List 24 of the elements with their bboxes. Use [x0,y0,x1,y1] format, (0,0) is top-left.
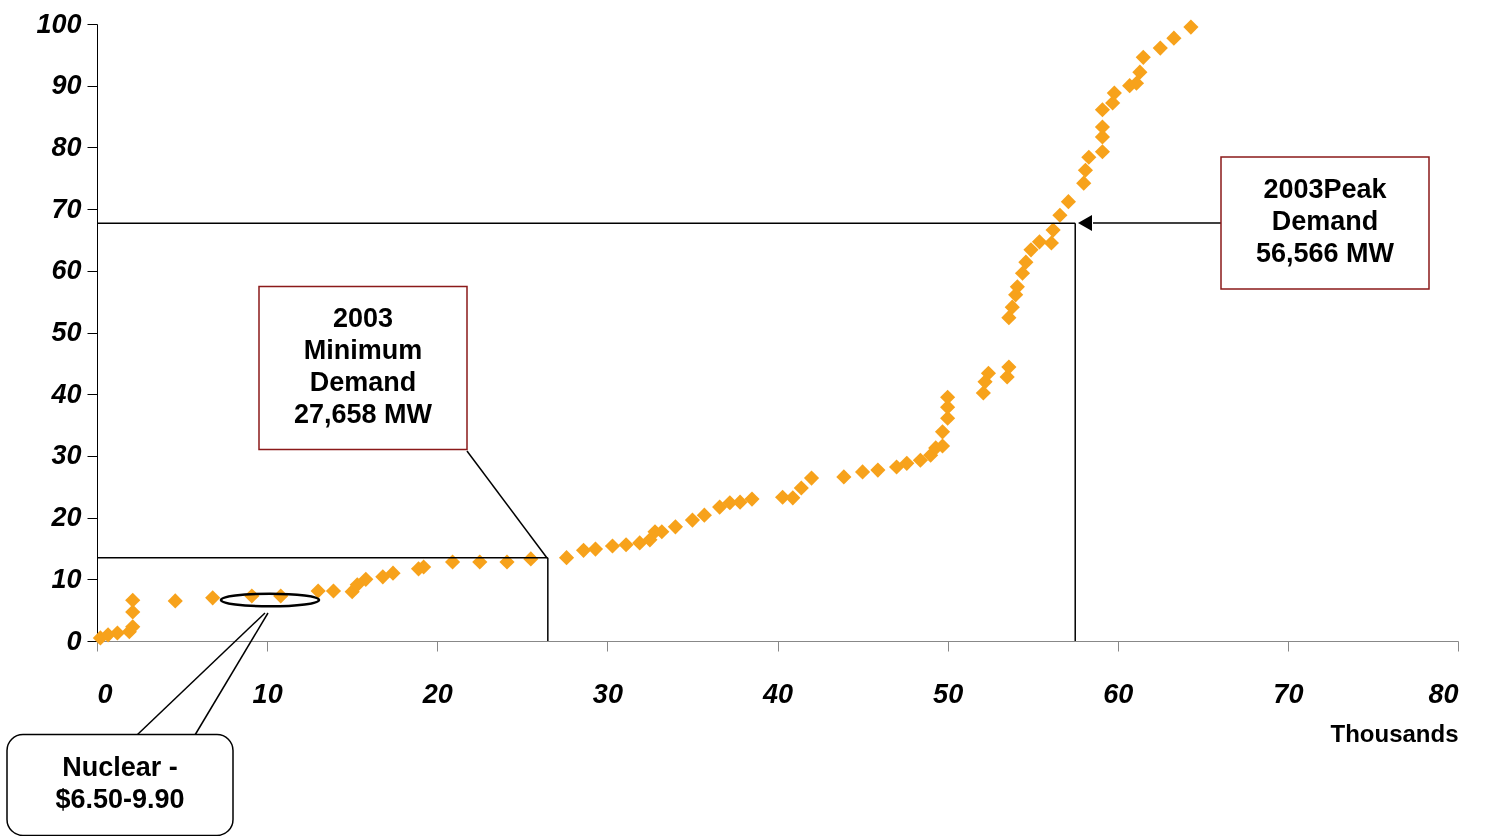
text: Nuclear - $6.50-9.90 [55,752,185,814]
x-tick-label: 10 [252,678,283,709]
y-tick-label: 70 [51,193,82,224]
y-tick-label: 30 [51,440,82,471]
x-tick-label: 50 [933,678,964,709]
y-tick-label: 100 [36,8,82,39]
y-tick-label: 0 [66,625,82,656]
x-tick-label: 80 [1428,678,1459,709]
y-tick-label: 60 [51,255,82,286]
annotation: 2003Peak Demand 56,566 MW [1255,174,1395,268]
x-tick-label: 20 [421,678,453,709]
y-tick-label: 90 [51,70,82,101]
y-tick-label: 40 [50,378,82,409]
x-tick-label: 0 [97,678,113,709]
y-tick-label: 50 [51,317,82,347]
x-tick-label: 40 [761,678,794,709]
x-tick-label: 70 [1273,678,1304,709]
annotation: 2003 Minimum Demand 27,658 MW [293,303,433,429]
x-axis-title: Thousands [1330,719,1459,747]
x-tick-label: 60 [1103,678,1134,709]
x-tick-label: 30 [592,678,623,709]
y-tick-label: 80 [51,131,82,162]
y-tick-label: 10 [51,563,82,594]
y-tick-label: 20 [50,502,82,533]
